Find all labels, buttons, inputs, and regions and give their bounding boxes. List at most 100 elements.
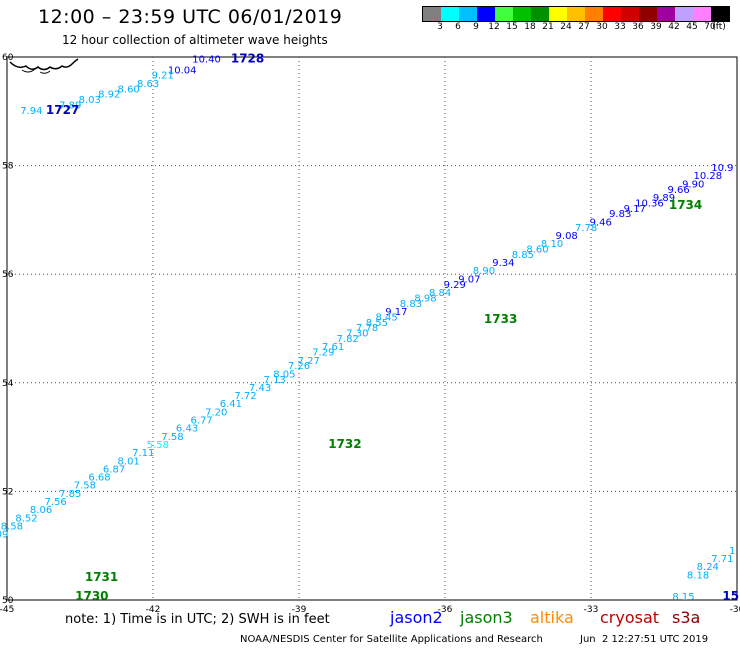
units-note: note: 1) Time is in UTC; 2) SWH is in fe… [65, 612, 330, 627]
wave-height-value: 10.40 [192, 54, 221, 65]
colorbar-label: 15 [506, 22, 518, 32]
colorbar-label: 36 [632, 22, 644, 32]
colorbar-swatch [621, 7, 639, 21]
wave-height-value: 8.84 [429, 288, 451, 299]
wave-height-value: 8.90 [473, 266, 495, 277]
colorbar [422, 6, 730, 22]
wave-height-value: 8.83 [400, 299, 422, 310]
colorbar-label: 39 [650, 22, 662, 32]
pass-time-label: 1728 [231, 51, 264, 65]
wave-height-value: 8.05 [273, 369, 295, 380]
wave-height-value: 6.77 [191, 416, 213, 427]
colorbar-label: 70 [704, 22, 716, 32]
wave-height-value: 8.52 [15, 513, 37, 524]
colorbar-label: 30 [596, 22, 608, 32]
pass-time-label: 15 [722, 589, 739, 603]
wave-height-value: 6.41 [220, 399, 242, 410]
wave-height-value: 8.03 [79, 95, 101, 106]
wave-height-value: 7.89 [59, 101, 81, 112]
wave-height-value: 5.58 [147, 440, 169, 451]
wave-height-value: 7.72 [234, 391, 256, 402]
wave-height-value: 10.9 [711, 163, 733, 174]
colorbar-swatch [531, 7, 549, 21]
wave-height-value: 7.13 [264, 375, 286, 386]
pass-time-label: 1732 [328, 437, 361, 451]
lat-tick-label: 60 [2, 53, 14, 63]
colorbar-label: (ft) [712, 22, 726, 32]
map-title: 12:00 – 23:59 UTC 06/01/2019 [38, 6, 343, 28]
map-subtitle: 12 hour collection of altimeter wave hei… [62, 33, 328, 47]
lat-tick-label: 52 [2, 487, 13, 497]
wave-height-value: 7.58 [161, 432, 183, 443]
colorbar-labels: 3 6 9 12 15 18 21 24 27 30 33 36 39 42 45 70 (ft) [422, 22, 728, 34]
wave-height-value: 7.71 [711, 554, 733, 565]
lat-tick-label: 54 [2, 379, 14, 389]
mission-s3a-label: s3a [672, 608, 701, 627]
wave-height-value: 6.68 [88, 473, 110, 484]
lon-tick-label: -42 [146, 605, 161, 615]
colorbar-swatch [585, 7, 603, 21]
wave-height-value: 7.09 [0, 530, 8, 541]
colorbar-swatch [549, 7, 567, 21]
colorbar-swatch [441, 7, 459, 21]
wave-height-value: 6.43 [176, 424, 198, 435]
wave-height-value: 9.66 [667, 185, 689, 196]
wave-height-value: 9.07 [458, 274, 480, 285]
wave-height-value: 10.36 [635, 198, 664, 209]
colorbar-label: 27 [578, 22, 590, 32]
generation-timestamp: Jun 2 12:27:51 UTC 2019 [580, 634, 709, 645]
wave-height-value: 8.58 [1, 521, 23, 532]
colorbar-swatch [567, 7, 585, 21]
wave-height-value: 10.04 [168, 65, 197, 76]
coastline [9, 58, 79, 71]
colorbar-swatch [459, 7, 477, 21]
wave-height-value: 8.45 [375, 312, 397, 323]
lon-tick-label: -45 [0, 605, 14, 615]
wave-height-value: 7.26 [288, 361, 310, 372]
wave-height-value: 8.10 [541, 239, 563, 250]
wave-height-value: 9.17 [624, 204, 646, 215]
colorbar-swatch [675, 7, 693, 21]
colorbar-label: 42 [668, 22, 680, 32]
lat-tick-label: 56 [2, 270, 14, 280]
wave-height-value: 7.61 [322, 342, 344, 353]
wave-height-value: 7.29 [312, 348, 334, 359]
wave-height-value: 7.78 [575, 223, 597, 234]
wave-height-value: 9.17 [385, 307, 407, 318]
wave-height-value: 1 [729, 546, 735, 557]
colorbar-swatch [495, 7, 513, 21]
mission-jason3-label: jason3 [460, 608, 513, 627]
colorbar-swatch [513, 7, 531, 21]
wave-height-value: 8.98 [414, 293, 436, 304]
wave-height-value: 8.15 [672, 592, 694, 603]
mission-cryosat-label: cryosat [600, 608, 660, 627]
colorbar-label: 9 [473, 22, 479, 32]
colorbar-swatch [657, 7, 675, 21]
wave-height-value: 7.11 [132, 448, 154, 459]
lat-tick-label: 58 [2, 162, 14, 172]
colorbar-swatch [423, 7, 441, 21]
colorbar-swatch [693, 7, 711, 21]
colorbar-label: 18 [524, 22, 536, 32]
lon-tick-label: -36 [438, 605, 453, 615]
wave-height-value: 6.87 [103, 464, 125, 475]
wave-height-value: 8.18 [687, 570, 709, 581]
mission-jason2-label: jason2 [390, 608, 443, 627]
colorbar-label: 12 [488, 22, 500, 32]
wave-height-value: 9.83 [609, 209, 631, 220]
wave-height-value: 7.58 [74, 481, 96, 492]
wave-height-value: 9.89 [653, 193, 675, 204]
pass-time-label: 1734 [669, 198, 702, 212]
wave-height-value: 8.92 [98, 90, 120, 101]
wave-height-value: 9.46 [590, 217, 612, 228]
wave-height-value: 7.85 [59, 489, 81, 500]
colorbar-label: 21 [542, 22, 554, 32]
wave-height-value: 9.90 [682, 179, 704, 190]
wave-height-value: 8.60 [526, 244, 548, 255]
lon-tick-label: -33 [584, 605, 599, 615]
wave-height-value: 9.29 [444, 280, 466, 291]
wave-height-value: 7.30 [346, 329, 368, 340]
wave-height-value: 8.85 [512, 250, 534, 261]
credit-text: NOAA/NESDIS Center for Satellite Applica… [240, 634, 543, 645]
mission-altika-label: altika [530, 608, 574, 627]
